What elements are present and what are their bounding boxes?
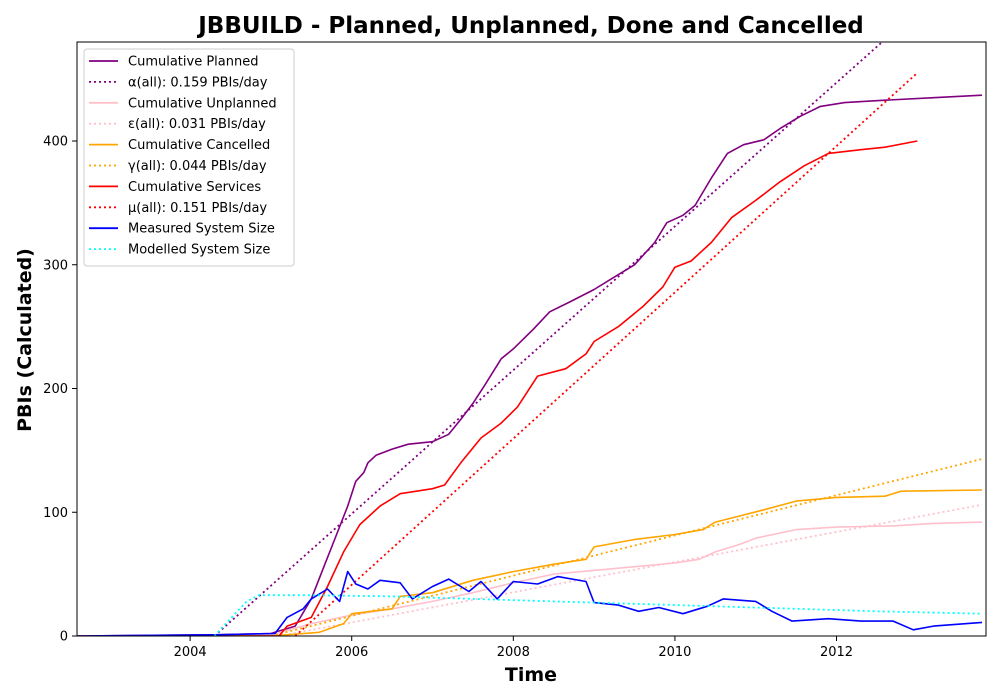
x-tick-label: 2004 (174, 645, 207, 660)
series-line-1 (213, 42, 884, 636)
y-tick-label: 400 (43, 135, 68, 150)
chart-title: JBBUILD - Planned, Unplanned, Done and C… (196, 13, 864, 39)
series-line-8 (77, 570, 983, 636)
series-line-4 (77, 489, 983, 636)
y-axis-label: PBIs (Calculated) (14, 248, 36, 432)
series-line-2 (77, 521, 983, 636)
legend-entry-label: μ(all): 0.151 PBIs/day (128, 201, 267, 216)
series-line-6 (77, 140, 918, 636)
legend-entry-label: Modelled System Size (128, 243, 270, 258)
series-line-9 (213, 594, 983, 636)
x-tick-label: 2006 (335, 645, 368, 660)
x-tick-label: 2008 (497, 645, 530, 660)
series-line-5 (270, 458, 983, 636)
y-tick-label: 0 (60, 630, 68, 645)
legend-entry-label: Cumulative Cancelled (128, 138, 270, 153)
legend-entry-label: ε(all): 0.031 PBIs/day (128, 117, 266, 132)
series-line-0 (77, 94, 983, 636)
series-line-3 (278, 503, 983, 636)
series-line-7 (294, 72, 918, 636)
y-tick-label: 300 (43, 258, 68, 273)
legend-entry-label: Cumulative Planned (128, 55, 258, 70)
y-tick-label: 200 (43, 382, 68, 397)
x-tick-label: 2012 (820, 645, 853, 660)
legend-entry-label: γ(all): 0.044 PBIs/day (128, 159, 267, 174)
x-tick-label: 2010 (658, 645, 691, 660)
legend-entry-label: Measured System Size (128, 222, 275, 237)
plot-frame (76, 41, 987, 637)
legend-entry-label: Cumulative Unplanned (128, 96, 277, 111)
legend (83, 48, 295, 267)
legend-entry-label: Cumulative Services (128, 180, 261, 195)
y-tick-label: 100 (43, 506, 68, 521)
legend-entry-label: α(all): 0.159 PBIs/day (128, 75, 268, 90)
x-axis-label: Time (505, 664, 557, 686)
